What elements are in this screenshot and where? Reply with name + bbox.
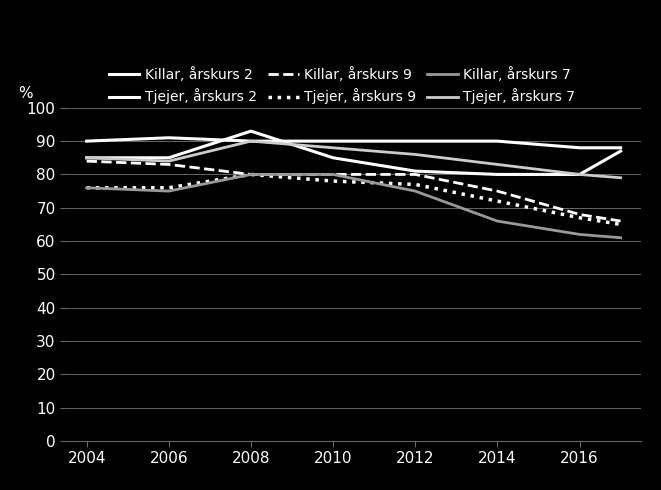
Tjejer, årskurs 9 (329, 178, 337, 184)
Killar, årskurs 2 (329, 155, 337, 161)
Y-axis label: %: % (19, 86, 33, 101)
Tjejer, årskurs 2 (247, 138, 255, 144)
Tjejer, årskurs 9 (411, 181, 419, 187)
Tjejer, årskurs 2 (493, 138, 501, 144)
Tjejer, årskurs 2 (411, 138, 419, 144)
Tjejer, årskurs 9 (83, 185, 91, 191)
Tjejer, årskurs 2 (329, 138, 337, 144)
Tjejer, årskurs 7 (329, 145, 337, 151)
Killar, årskurs 2 (165, 155, 173, 161)
Killar, årskurs 9 (329, 172, 337, 177)
Tjejer, årskurs 2 (83, 138, 91, 144)
Killar, årskurs 2 (83, 155, 91, 161)
Killar, årskurs 7 (247, 172, 255, 177)
Killar, årskurs 9 (165, 162, 173, 168)
Tjejer, årskurs 9 (493, 198, 501, 204)
Line: Tjejer, årskurs 2: Tjejer, årskurs 2 (87, 138, 621, 148)
Killar, årskurs 7 (329, 172, 337, 177)
Killar, årskurs 7 (83, 185, 91, 191)
Killar, årskurs 7 (411, 188, 419, 194)
Tjejer, årskurs 9 (165, 185, 173, 191)
Killar, årskurs 9 (83, 158, 91, 164)
Killar, årskurs 9 (493, 188, 501, 194)
Killar, årskurs 2 (247, 128, 255, 134)
Tjejer, årskurs 7 (165, 158, 173, 164)
Tjejer, årskurs 9 (617, 221, 625, 227)
Killar, årskurs 7 (493, 218, 501, 224)
Tjejer, årskurs 7 (576, 172, 584, 177)
Killar, årskurs 2 (411, 168, 419, 174)
Tjejer, årskurs 7 (617, 175, 625, 181)
Tjejer, årskurs 2 (576, 145, 584, 151)
Tjejer, årskurs 7 (247, 138, 255, 144)
Killar, årskurs 7 (576, 231, 584, 237)
Tjejer, årskurs 2 (165, 135, 173, 141)
Tjejer, årskurs 7 (83, 155, 91, 161)
Killar, årskurs 9 (576, 212, 584, 218)
Tjejer, årskurs 9 (247, 172, 255, 177)
Tjejer, årskurs 2 (617, 145, 625, 151)
Killar, årskurs 9 (617, 218, 625, 224)
Tjejer, årskurs 7 (493, 162, 501, 168)
Line: Killar, årskurs 2: Killar, årskurs 2 (87, 131, 621, 174)
Killar, årskurs 9 (247, 172, 255, 177)
Killar, årskurs 2 (576, 172, 584, 177)
Line: Tjejer, årskurs 7: Tjejer, årskurs 7 (87, 141, 621, 178)
Line: Killar, årskurs 7: Killar, årskurs 7 (87, 174, 621, 238)
Legend: Killar, årskurs 2, Tjejer, årskurs 2, Killar, årskurs 9, Tjejer, årskurs 9, Kill: Killar, årskurs 2, Tjejer, årskurs 2, Ki… (109, 67, 576, 104)
Killar, årskurs 9 (411, 172, 419, 177)
Tjejer, årskurs 7 (411, 151, 419, 157)
Killar, årskurs 2 (617, 148, 625, 154)
Tjejer, årskurs 9 (576, 215, 584, 220)
Killar, årskurs 7 (165, 188, 173, 194)
Killar, årskurs 7 (617, 235, 625, 241)
Line: Tjejer, årskurs 9: Tjejer, årskurs 9 (87, 174, 621, 224)
Line: Killar, årskurs 9: Killar, årskurs 9 (87, 161, 621, 221)
Killar, årskurs 2 (493, 172, 501, 177)
